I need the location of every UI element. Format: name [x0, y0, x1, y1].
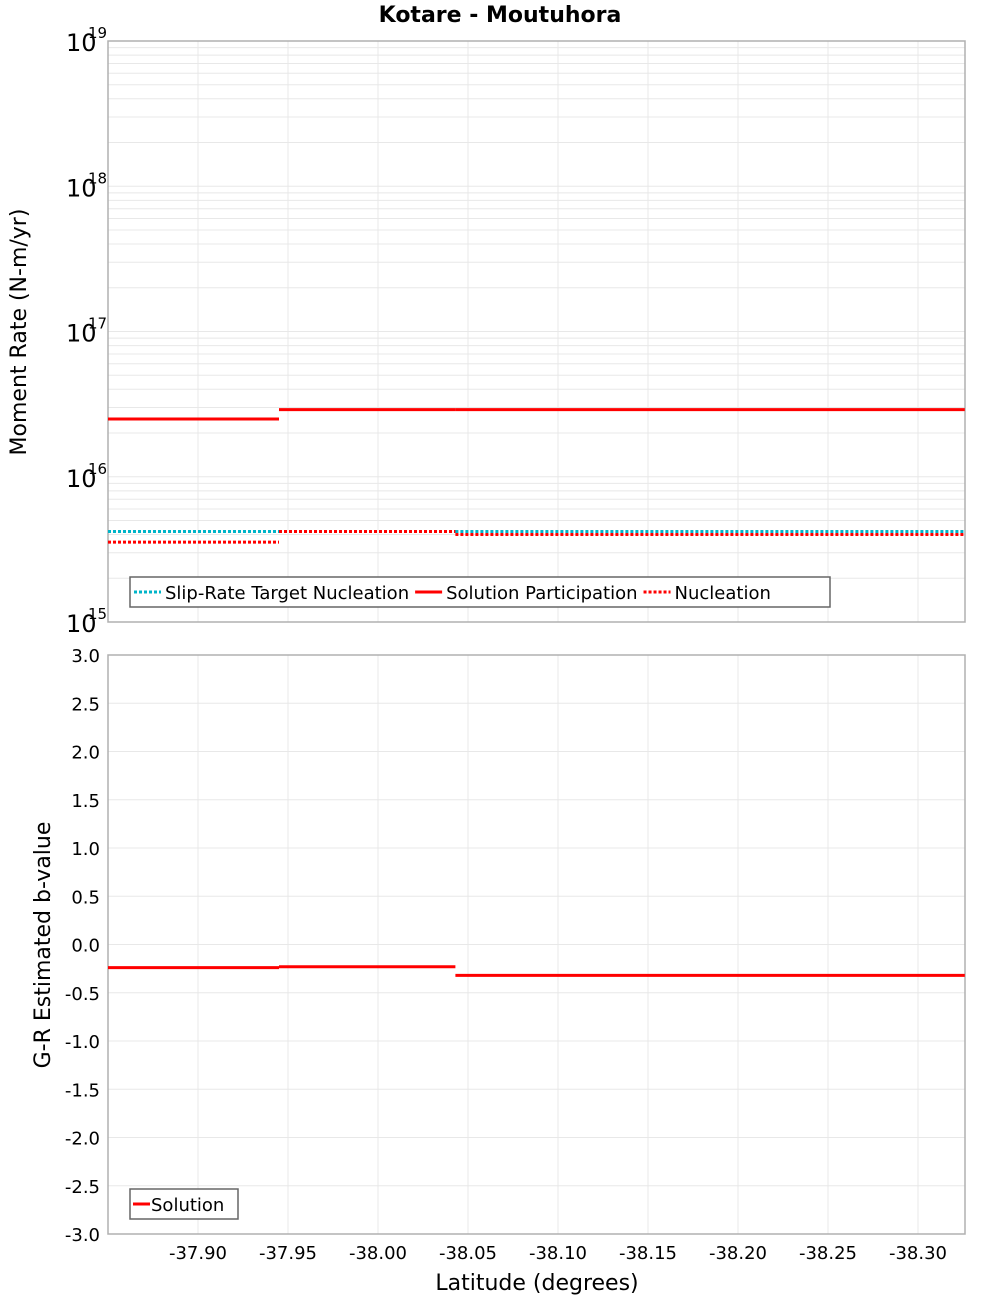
legend-label: Nucleation	[675, 583, 771, 604]
y-tick-label: 2.5	[71, 694, 100, 715]
bottom-legend: Solution	[129, 1188, 239, 1220]
top-plot-series	[108, 408, 965, 544]
top-legend: Slip-Rate Target Nucleation Solution Part…	[129, 576, 831, 608]
x-tick-label: -38.10	[529, 1243, 587, 1264]
y-tick-label: 10	[66, 320, 97, 348]
x-tick-label: -38.20	[709, 1243, 767, 1264]
bottom-plot-series	[108, 965, 965, 977]
y-tick-label: -1.0	[65, 1032, 100, 1053]
legend-label: Slip-Rate Target Nucleation	[165, 583, 409, 604]
y-tick-exponent: 15	[88, 605, 107, 623]
y-tick-exponent: 16	[88, 460, 107, 478]
x-tick-label: -37.90	[169, 1243, 227, 1264]
x-tick-label: -38.15	[619, 1243, 677, 1264]
y-tick-exponent: 17	[88, 315, 107, 333]
bottom-plot-grid	[108, 654, 965, 1235]
legend-label: Solution	[151, 1195, 224, 1216]
x-tick-label: -37.95	[259, 1243, 317, 1264]
y-tick-label: 3.0	[71, 646, 100, 667]
legend-box	[129, 576, 831, 608]
y-tick-label: 0.5	[71, 887, 100, 908]
bottom-y-axis-label: G-R Estimated b-value	[31, 822, 56, 1069]
x-tick-label: -38.05	[439, 1243, 497, 1264]
bottom-plot-frame	[107, 654, 966, 1235]
y-tick-label: 1.0	[71, 839, 100, 860]
bottom-y-axis-ticks: 3.0 2.5 2.0 1.5 1.0 0.5 0.0 -0.5 -1.0 -1.5 -2.0 -2.…	[65, 646, 100, 1246]
x-tick-label: -38.25	[799, 1243, 857, 1264]
top-plot-grid	[108, 41, 965, 623]
x-axis-label: Latitude (degrees)	[435, 1271, 638, 1296]
y-tick-exponent: 19	[88, 24, 107, 42]
y-tick-label: 10	[66, 174, 97, 202]
x-tick-label: -38.00	[349, 1243, 407, 1264]
y-tick-label: -1.5	[65, 1080, 100, 1101]
y-tick-label: 0.0	[71, 936, 100, 957]
chart-title: Kotare - Moutuhora	[379, 3, 622, 28]
top-plot-frame	[107, 40, 966, 623]
y-tick-label: 10	[66, 465, 97, 493]
y-tick-label: 2.0	[71, 743, 100, 764]
x-axis-ticks: -37.90 -37.95 -38.00 -38.05 -38.10 -38.15 -38.…	[169, 1243, 947, 1264]
top-y-axis-label: Moment Rate (N-m/yr)	[7, 209, 32, 456]
y-tick-exponent: 18	[88, 169, 107, 187]
legend-label: Solution Participation	[446, 583, 637, 604]
y-tick-label: 10	[66, 610, 97, 638]
y-tick-label: -2.0	[65, 1129, 100, 1150]
x-tick-label: -38.30	[889, 1243, 947, 1264]
y-tick-label: 10	[66, 29, 97, 57]
y-tick-label: 1.5	[71, 791, 100, 812]
y-tick-label: -0.5	[65, 984, 100, 1005]
y-tick-label: -3.0	[65, 1225, 100, 1246]
y-tick-label: -2.5	[65, 1177, 100, 1198]
